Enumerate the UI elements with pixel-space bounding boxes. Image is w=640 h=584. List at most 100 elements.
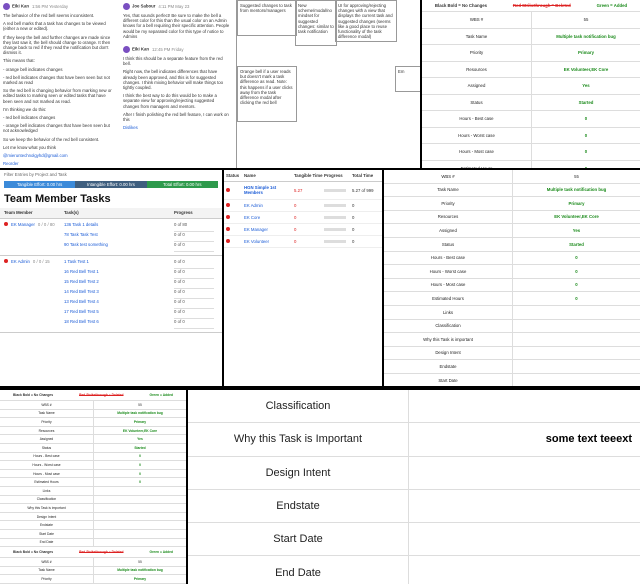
header-cell: Status xyxy=(226,173,240,178)
row-value: 0 xyxy=(531,127,640,144)
task-entry: 17 Red Bell Test 5 0 of 0 xyxy=(64,309,214,319)
task-row: Links xyxy=(0,486,186,496)
row-label: Assigned xyxy=(39,437,54,442)
notes-cell: Suggested changes to task from mentors/m… xyxy=(237,0,297,36)
row-label: Status xyxy=(470,99,483,105)
comment: Joe Sabour 4:11 PM May 23 Yes, that sounds… xyxy=(123,3,231,42)
row-label: Priority xyxy=(41,577,52,582)
task-entry: 1 Task Test 1 0 of 0 xyxy=(64,259,214,269)
task-row: Status Started xyxy=(384,237,640,252)
comments-panel: Eiki Kan 1:56 PM Yesterday The behavior of… xyxy=(0,0,420,168)
task-row: WBS # 55 xyxy=(384,170,640,184)
row-label: Why this Task is Important xyxy=(188,423,409,456)
comment-author: Eiki Kan xyxy=(132,46,149,52)
notes-cell: New scheme/modal/no mindset for suggeste… xyxy=(295,0,337,46)
task-row: End Date xyxy=(0,538,186,548)
legend-item: Black Bold = No Changes xyxy=(13,550,54,555)
task-link: 15 Red Bell Test 2 xyxy=(64,278,99,284)
row-value: 0 xyxy=(512,278,640,292)
row-value: 0 xyxy=(531,144,640,160)
row-value: 55 xyxy=(93,558,186,566)
task-row: WBS # 55 xyxy=(0,558,186,567)
task-row: Status Started xyxy=(422,94,640,112)
row-label: Hours - Best case xyxy=(459,116,494,122)
task-progress: 0 of 0 xyxy=(174,259,214,269)
row-label: Classification xyxy=(36,497,57,502)
task-row: WBS # 55 xyxy=(0,401,186,410)
row-value xyxy=(93,529,186,538)
task-progress: 0 of 0 xyxy=(174,242,214,252)
member-name: EK Volunteer xyxy=(244,239,270,245)
notes-cell: Em xyxy=(395,66,420,92)
zoom-row: Endstate xyxy=(188,489,640,524)
comment-text: The behavior of the red bell seems incon… xyxy=(3,13,95,18)
legend-item: Green = Added xyxy=(149,550,173,555)
comment-text: I think this should be a separate featur… xyxy=(123,56,223,67)
row-value xyxy=(512,373,640,386)
zoom-row: Design Intent xyxy=(188,456,640,490)
task-link: 136 Task 1 details xyxy=(64,221,99,227)
task-row: WBS # 55 xyxy=(422,12,640,29)
task-link: 13 Red Bell Test 4 xyxy=(64,298,99,304)
row-value: 0 xyxy=(512,265,640,278)
notes-table: Suggested changes to task from mentors/m… xyxy=(236,0,420,168)
member-row: EK Volunteer 0 0 xyxy=(224,236,382,249)
zoom-panel: Classification Why this Task is Important… xyxy=(188,390,640,584)
tangible-time: 5.27 xyxy=(294,187,303,193)
row-label: Start Date xyxy=(438,377,458,383)
task-progress: 0 of 0 xyxy=(174,269,214,279)
member-name: EK Manager xyxy=(244,227,268,233)
comment-text: If they keep the bell and further change… xyxy=(3,34,111,56)
zoom-row: Classification xyxy=(188,390,640,424)
task-entry: 16 Red Bell Test 1 0 of 0 xyxy=(64,269,214,279)
row-value: Primary xyxy=(531,45,640,61)
task-row: Start Date xyxy=(384,373,640,386)
effort-item: Intangible Effort: 0.00 hrs xyxy=(75,181,147,189)
status-cell xyxy=(226,227,244,232)
row-label: Hours - Worst case xyxy=(458,132,495,138)
row-label: Task Name xyxy=(465,33,488,39)
row-label: Start Date xyxy=(39,531,54,536)
row-value: 0 xyxy=(531,160,640,168)
row-value: Primary xyxy=(93,575,186,583)
avatar xyxy=(3,3,10,10)
row-value xyxy=(512,319,640,333)
task-progress: 0 of 0 xyxy=(174,279,214,289)
comment-text: So we keep the behavior of the red bell … xyxy=(3,136,100,142)
row-label: Design Intent xyxy=(435,350,461,356)
task-row: Priority Primary xyxy=(384,197,640,211)
legend-item: Black Bold = No Changes xyxy=(13,393,54,397)
tangible-time: 0 xyxy=(294,214,297,220)
legend-item: Green = Added xyxy=(149,393,173,397)
row-value: Yes xyxy=(512,224,640,237)
status-dot xyxy=(226,187,230,192)
comment: Eiki Kan 1:56 PM Yesterday The behavior of… xyxy=(3,3,115,168)
row-label: Hours - Worst case xyxy=(429,268,467,274)
row-label: WBS # xyxy=(41,402,52,407)
row-value: EK Volunteer,EK Core xyxy=(512,210,640,224)
zoom-row: Start Date xyxy=(188,523,640,557)
comment-text: A red bell marks that a task has changes… xyxy=(3,21,106,32)
row-label: Estimated Hours xyxy=(422,166,531,168)
row-label: Endstate xyxy=(188,489,409,523)
comment-header: Joe Sabour 4:11 PM May 23 xyxy=(123,3,231,10)
task-panel-top: Black Bold = No Changes Red Strikethrough… xyxy=(422,0,640,168)
row-value: 0 xyxy=(93,478,186,486)
row-label: Classification xyxy=(435,323,461,329)
row-label: Task Name xyxy=(437,187,459,193)
tangible-time: 0 xyxy=(294,239,297,245)
comment-text: - orange bell indicates changes that hav… xyxy=(3,123,110,134)
row-label: Status xyxy=(41,445,52,450)
effort-bar: Tangible Effort: 0.00 hrs Intangible Effo… xyxy=(4,181,218,189)
task-row: Design Intent xyxy=(384,346,640,361)
header-cell: Team Member xyxy=(4,210,33,216)
comment-text: I'm thinking we do this: xyxy=(3,106,47,112)
row-value: 55 xyxy=(531,12,640,28)
task-row: Priority Primary xyxy=(422,45,640,62)
row-label: Design Intent xyxy=(188,456,409,489)
task-progress: 0 of 0 xyxy=(174,289,214,299)
comment-text: Right now, the bell indicates difference… xyxy=(123,69,224,91)
member-name: HGN Simple 1st Members xyxy=(244,185,277,196)
